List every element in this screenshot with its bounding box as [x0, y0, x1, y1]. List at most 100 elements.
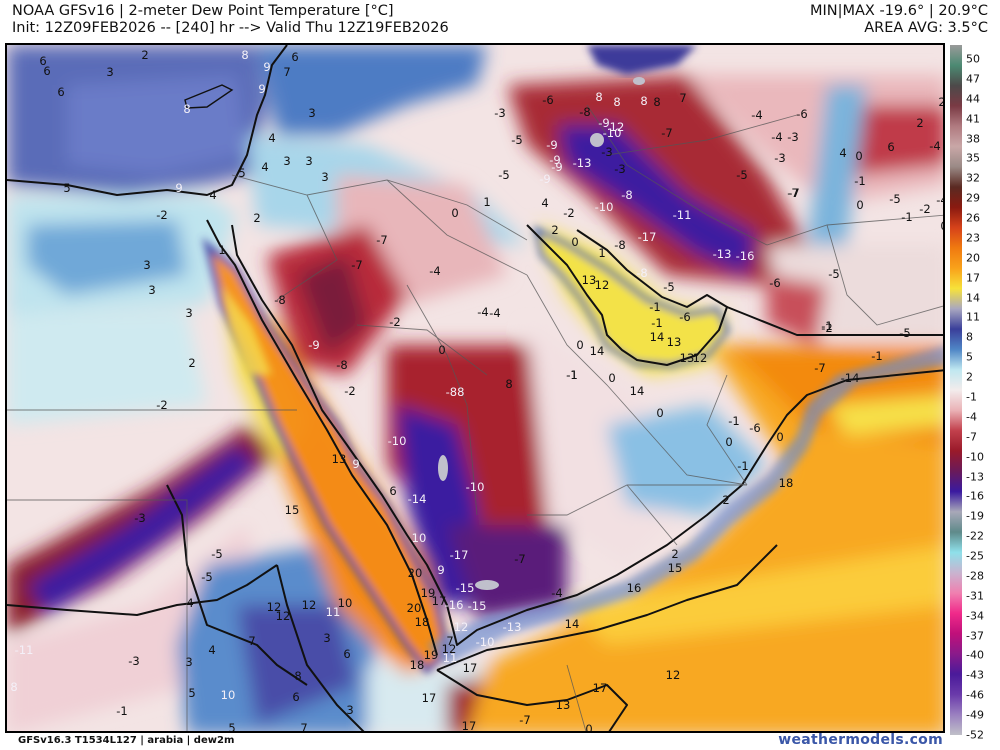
contour-label: 0 [576, 338, 584, 352]
contour-label: -6 [796, 107, 808, 121]
contour-label: 10 [220, 688, 236, 702]
contour-label: 17 [462, 661, 478, 675]
contour-label: -2 [389, 315, 401, 329]
contour-label: -17 [449, 548, 469, 562]
contour-label: -8 [336, 358, 348, 372]
contour-label: -1 [737, 459, 749, 473]
contour-label: -3 [134, 511, 146, 525]
contour-label: 4 [839, 146, 847, 160]
contour-label: 12 [665, 668, 681, 682]
contour-label: 2 [916, 116, 924, 130]
colorbar-tick-label: -10 [966, 450, 984, 464]
contour-label: -1 [566, 368, 578, 382]
contour-label: 3 [143, 258, 151, 272]
contour-label: -2 [563, 206, 575, 220]
contour-label: -5 [663, 280, 675, 294]
contour-label: -1 [116, 704, 128, 718]
contour-label: 8 [653, 95, 661, 109]
contour-label: 3 [106, 65, 114, 79]
contour-label: 10 [337, 596, 353, 610]
colorbar-tick-label: 47 [966, 72, 980, 86]
contour-label: -7 [661, 126, 673, 140]
map-title-block: NOAA GFSv16 | 2-meter Dew Point Temperat… [12, 3, 449, 37]
colorbar-tick-label: -25 [966, 549, 984, 563]
contour-label: -6 [679, 310, 691, 324]
contour-label: 6 [39, 54, 47, 68]
contour-label: 13 [581, 273, 597, 287]
contour-label: 17 [421, 691, 437, 705]
contour-label: -1 [901, 210, 913, 224]
colorbar-tick-label: 38 [966, 132, 980, 146]
contour-label: 18 [414, 615, 430, 629]
contour-label: -5 [498, 168, 510, 182]
contour-label: 2 [722, 493, 730, 507]
colorbar-tick-label: -22 [966, 529, 984, 543]
contour-label: -9 [551, 160, 563, 174]
colorbar-tick-label: -7 [966, 430, 977, 444]
contour-label: -14 [840, 371, 860, 385]
contour-label: -17 [637, 230, 657, 244]
contour-label: -3 [128, 654, 140, 668]
contour-label: 0 [855, 149, 863, 163]
min-max-stat: MIN|MAX -19.6° | 20.9°C [809, 3, 988, 19]
colorbar-tick-label: 20 [966, 251, 980, 265]
contour-label: 9 [175, 181, 183, 195]
contour-label: -3 [614, 162, 626, 176]
contour-label: 9 [258, 82, 266, 96]
contour-label: 14 [564, 617, 580, 631]
contour-label: -88 [445, 385, 465, 399]
contour-label: 8 [613, 95, 621, 109]
contour-label: 1 [218, 243, 226, 257]
brand-link[interactable]: weathermodels.com [778, 732, 943, 748]
contour-label: 0 [571, 235, 579, 249]
contour-label: 10 [411, 531, 427, 545]
contour-label: 7 [679, 91, 687, 105]
contour-label: -10 [465, 480, 485, 494]
contour-label: -2 [919, 202, 931, 216]
contour-label: 0 [940, 220, 943, 232]
contour-label: 12 [453, 620, 469, 634]
contour-label: -2 [344, 384, 356, 398]
contour-label: 11 [325, 605, 341, 619]
contour-label: -9 [549, 153, 561, 167]
contour-label: -15 [467, 599, 487, 613]
colorbar-tick-label: -31 [966, 589, 984, 603]
contour-label: 3 [185, 306, 193, 320]
contour-label: -3 [774, 151, 786, 165]
contour-label: 6 [57, 85, 65, 99]
contour-label: 13 [666, 335, 682, 349]
contour-label: -1 [821, 319, 833, 333]
contour-label: 0 [725, 435, 733, 449]
contour-label: 13 [679, 351, 695, 365]
colorbar-tick-label: 41 [966, 112, 980, 126]
contour-label: -4 [936, 193, 943, 207]
contour-label: -3 [601, 145, 613, 159]
contour-label: -8 [636, 266, 648, 280]
contour-label: 16 [626, 581, 642, 595]
contour-label: -5 [889, 192, 901, 206]
contour-label: 7 [300, 721, 308, 733]
contour-label: 8 [640, 94, 648, 108]
contour-label: -6 [542, 93, 554, 107]
contour-label: 8 [10, 680, 18, 694]
init-valid-time: Init: 12Z09FEB2026 -- [240] hr --> Valid… [12, 20, 449, 36]
contour-label: -7 [376, 233, 388, 247]
contour-label: -9 [539, 172, 551, 186]
contour-label: 2 [141, 48, 149, 62]
contour-label: -9 [308, 338, 320, 352]
contour-label: 2 [938, 95, 945, 109]
contour-label: -16 [444, 598, 464, 612]
contour-label: 17 [592, 681, 608, 695]
contour-label: -10 [387, 434, 407, 448]
contour-label: -1 [649, 300, 661, 314]
contour-label: 12 [266, 600, 282, 614]
contour-label: -4 [751, 108, 763, 122]
colorbar-tick-label: 17 [966, 271, 980, 285]
contour-label: -5 [736, 168, 748, 182]
colorbar-tick-label: 50 [966, 52, 980, 66]
colorbar-tick-label: 44 [966, 92, 980, 106]
contour-label: -2 [156, 208, 168, 222]
contour-label: -5 [511, 133, 523, 147]
colorbar-tick-label: -28 [966, 569, 984, 583]
contour-label: -3 [494, 106, 506, 120]
